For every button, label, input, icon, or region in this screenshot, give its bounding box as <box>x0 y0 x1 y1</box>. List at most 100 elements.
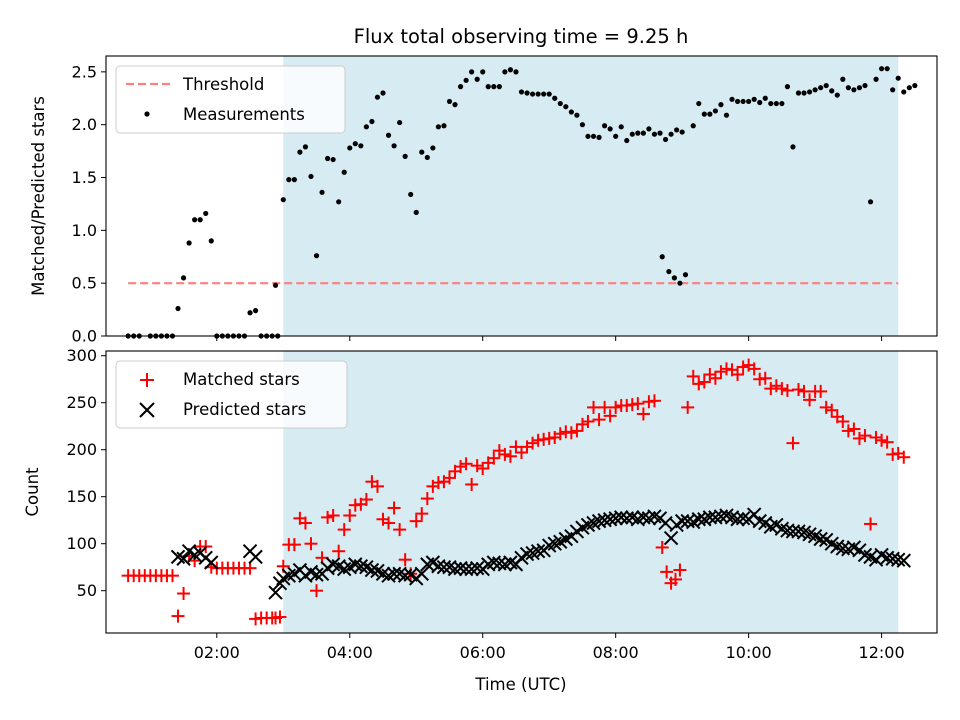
measurement-point <box>513 69 519 75</box>
matched-star-point <box>398 553 412 567</box>
matched-star-point <box>465 477 479 491</box>
bottom-yticks: 50 100 150 200 250 300 <box>66 346 106 600</box>
predicted-star-point <box>735 511 751 526</box>
measurement-point <box>419 149 425 155</box>
measurements-legend-swatch <box>144 111 150 117</box>
measurement-point <box>790 144 796 150</box>
matched-star-point <box>442 471 456 485</box>
measurement-point <box>286 177 292 183</box>
matched-star-point <box>470 459 484 473</box>
measurement-point <box>441 123 447 129</box>
measurement-point <box>677 280 683 286</box>
predicted-star-point <box>453 560 468 576</box>
measurement-point <box>674 127 680 133</box>
measurement-point <box>247 310 253 316</box>
measurement-point <box>302 144 309 150</box>
matched-star-point <box>587 400 601 414</box>
matched-star-point <box>681 400 695 414</box>
predicted-star-point <box>785 524 801 539</box>
matched-star-point <box>669 572 683 586</box>
predicted-star-point <box>397 568 413 583</box>
measurement-point <box>430 145 436 151</box>
matched-star-point <box>298 516 312 530</box>
matched-star-point <box>747 362 761 376</box>
bottom-axes: 50 100 150 200 250 300 02:00 04:00 06:00 08:00 10… <box>23 346 938 694</box>
measurement-point <box>192 217 198 223</box>
bottom-x-tick-label: 08:00 <box>593 643 639 662</box>
predicted-legend-swatch <box>139 402 155 418</box>
measurement-point <box>463 77 469 83</box>
bottom-y-tick-label: 50 <box>77 581 97 600</box>
measurement-point <box>856 85 863 91</box>
top-y-tick-label: 2.0 <box>72 115 97 134</box>
measurement-point <box>446 98 453 105</box>
matched-star-point <box>852 431 866 445</box>
predicted-star-point <box>713 509 729 524</box>
matched-star-point <box>592 413 606 427</box>
measurement-point <box>801 90 807 96</box>
measurement-point <box>175 305 181 312</box>
measurement-point <box>873 76 879 82</box>
measurement-point <box>546 91 552 97</box>
measurement-point <box>651 131 658 137</box>
bottom-y-tick-label: 200 <box>66 440 97 459</box>
measurement-point <box>707 111 713 117</box>
top-legend: Threshold Measurements <box>115 65 346 134</box>
measurement-point <box>330 156 336 163</box>
measurement-point <box>197 217 203 223</box>
measurement-point <box>757 99 763 106</box>
matched-star-point <box>165 569 179 583</box>
predicted-star-point <box>608 511 623 526</box>
measurement-point <box>574 112 580 118</box>
matched-star-point <box>814 384 828 398</box>
measurement-point <box>369 118 375 125</box>
matched-star-point <box>370 479 384 493</box>
bottom-axes-frame <box>105 350 938 634</box>
matched-star-point <box>797 384 811 398</box>
measurement-point <box>779 100 785 107</box>
matched-star-point <box>273 610 287 624</box>
predicted-star-point <box>464 561 479 577</box>
matched-star-point <box>332 544 346 558</box>
measurement-point <box>480 69 486 75</box>
measurement-point <box>585 133 591 139</box>
matched-star-point <box>792 383 805 397</box>
matched-star-point <box>321 510 335 524</box>
matched-star-point <box>581 415 595 428</box>
predicted-star-point <box>176 551 191 566</box>
measurement-point <box>186 240 192 246</box>
predicted-star-point <box>492 556 507 571</box>
measurement-point <box>374 94 381 100</box>
matched-star-point <box>686 369 700 383</box>
matched-star-point <box>758 371 772 385</box>
measurement-point <box>845 85 851 91</box>
measurement-point <box>402 153 408 159</box>
predicted-star-point <box>431 559 446 574</box>
bottom-y-tick-label: 100 <box>66 534 97 553</box>
predicted-star-point <box>791 524 806 539</box>
measurement-point <box>840 76 846 82</box>
measurement-point <box>773 100 779 107</box>
matched-star-point <box>775 382 789 396</box>
measurement-point <box>895 75 901 81</box>
matched-star-point <box>575 417 589 431</box>
matched-star-point <box>819 400 833 414</box>
measurement-point <box>890 87 896 93</box>
measurement-point <box>901 89 907 95</box>
measurement-point <box>452 102 458 108</box>
measurement-point <box>596 134 602 140</box>
matched-star-point <box>631 397 645 411</box>
matched-star-point <box>731 368 745 381</box>
measurement-point <box>862 82 868 89</box>
measurement-point <box>557 100 563 107</box>
matched-star-point <box>692 377 706 391</box>
measurement-point <box>723 112 730 118</box>
matched-star-point <box>858 429 872 443</box>
measurement-point <box>203 210 209 217</box>
matched-star-point <box>875 433 889 447</box>
predicted-star-point <box>353 559 369 574</box>
matched-star-point <box>454 460 468 474</box>
matched-star-point <box>736 360 750 374</box>
bottom-y-tick-label: 150 <box>66 487 97 506</box>
measurement-point <box>806 89 813 95</box>
